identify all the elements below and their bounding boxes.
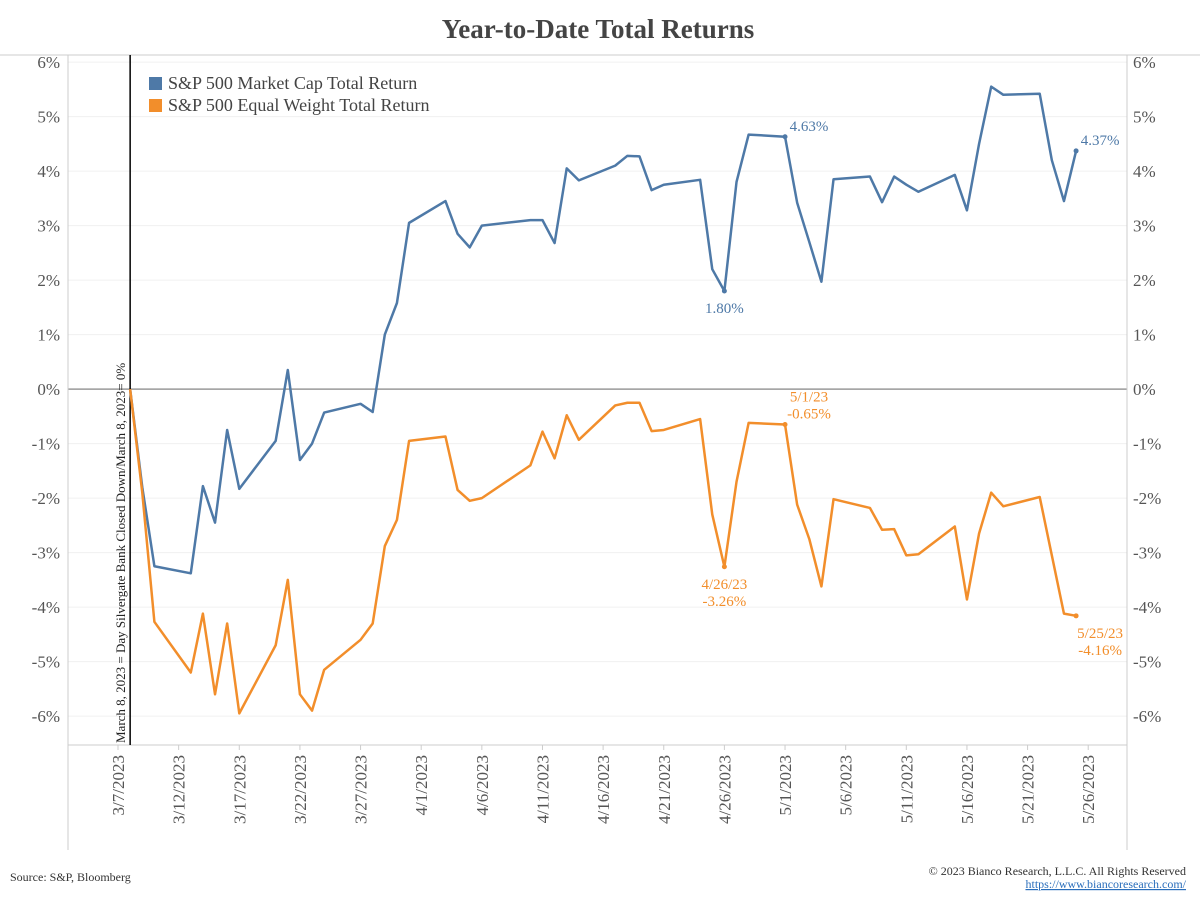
source: Source: S&P, Bloomberg bbox=[10, 870, 131, 884]
data-label: 4/26/23 bbox=[701, 577, 747, 593]
y2-tick-label: -2% bbox=[1133, 489, 1161, 508]
y-tick-label: 4% bbox=[37, 162, 60, 181]
y-tick-label: -4% bbox=[32, 598, 60, 617]
x-tick-label: 5/11/2023 bbox=[897, 755, 916, 823]
y2-tick-label: 2% bbox=[1133, 271, 1156, 290]
point-marker bbox=[782, 422, 788, 428]
y-tick-label: -2% bbox=[32, 489, 60, 508]
y2-tick-label: 6% bbox=[1133, 53, 1156, 72]
data-label: 4.37% bbox=[1081, 133, 1120, 149]
point-marker bbox=[1073, 613, 1079, 619]
y-tick-label: -1% bbox=[32, 435, 60, 454]
y-tick-label: -6% bbox=[32, 707, 60, 726]
y-tick-label: 2% bbox=[37, 271, 60, 290]
x-tick-label: 5/6/2023 bbox=[837, 755, 856, 815]
x-tick-label: 4/11/2023 bbox=[533, 755, 552, 823]
legend-label: S&P 500 Equal Weight Total Return bbox=[168, 95, 429, 115]
y2-tick-label: 3% bbox=[1133, 217, 1156, 236]
x-tick-label: 4/6/2023 bbox=[473, 755, 492, 815]
data-label: 4.63% bbox=[790, 119, 829, 135]
legend-swatch bbox=[149, 99, 162, 112]
x-tick-label: 5/26/2023 bbox=[1079, 755, 1098, 824]
y-tick-label: 1% bbox=[37, 326, 60, 345]
x-tick-label: 4/26/2023 bbox=[715, 755, 734, 824]
data-label: 1.80% bbox=[705, 301, 744, 317]
y-tick-label: -3% bbox=[32, 544, 60, 563]
url[interactable]: https://www.biancoresearch.com/ bbox=[1025, 877, 1186, 891]
y-tick-label: -5% bbox=[32, 653, 60, 672]
y2-tick-label: -5% bbox=[1133, 653, 1161, 672]
series-line bbox=[128, 388, 1077, 715]
y2-tick-label: 0% bbox=[1133, 380, 1156, 399]
y2-tick-label: -1% bbox=[1133, 435, 1161, 454]
x-tick-label: 4/21/2023 bbox=[655, 755, 674, 824]
point-marker bbox=[721, 564, 727, 570]
y-tick-label: 6% bbox=[37, 53, 60, 72]
copyright: © 2023 Bianco Research, L.L.C. All Right… bbox=[929, 864, 1186, 878]
point-marker bbox=[721, 288, 727, 294]
x-tick-label: 5/16/2023 bbox=[958, 755, 977, 824]
chart-title: Year-to-Date Total Returns bbox=[442, 14, 754, 44]
x-tick-label: 3/27/2023 bbox=[352, 755, 371, 824]
y2-tick-label: -3% bbox=[1133, 544, 1161, 563]
y2-tick-label: -4% bbox=[1133, 598, 1161, 617]
legend-swatch bbox=[149, 77, 162, 90]
data-label: 5/1/23 bbox=[790, 390, 828, 406]
y-tick-label: 0% bbox=[37, 380, 60, 399]
data-label: -4.16% bbox=[1078, 643, 1122, 659]
data-label: -0.65% bbox=[787, 407, 831, 423]
x-tick-label: 3/22/2023 bbox=[291, 755, 310, 824]
y2-tick-label: 4% bbox=[1133, 162, 1156, 181]
y2-tick-label: 1% bbox=[1133, 326, 1156, 345]
point-marker bbox=[1073, 148, 1079, 154]
x-tick-label: 3/7/2023 bbox=[109, 755, 128, 815]
event-label: March 8, 2023 = Day Silvergate Bank Clos… bbox=[113, 363, 128, 743]
y2-tick-label: -6% bbox=[1133, 707, 1161, 726]
x-tick-label: 3/12/2023 bbox=[170, 755, 189, 824]
legend-label: S&P 500 Market Cap Total Return bbox=[168, 73, 417, 93]
x-tick-label: 3/17/2023 bbox=[230, 755, 249, 824]
x-tick-label: 4/1/2023 bbox=[412, 755, 431, 815]
y-tick-label: 3% bbox=[37, 217, 60, 236]
y-tick-label: 5% bbox=[37, 108, 60, 127]
x-tick-label: 4/16/2023 bbox=[594, 755, 613, 824]
series-line bbox=[128, 85, 1078, 575]
x-tick-label: 5/21/2023 bbox=[1019, 755, 1038, 824]
x-tick-label: 5/1/2023 bbox=[776, 755, 795, 815]
y2-tick-label: 5% bbox=[1133, 108, 1156, 127]
point-marker bbox=[782, 134, 788, 140]
data-label: 5/25/23 bbox=[1077, 626, 1123, 642]
data-label: -3.26% bbox=[703, 594, 747, 610]
